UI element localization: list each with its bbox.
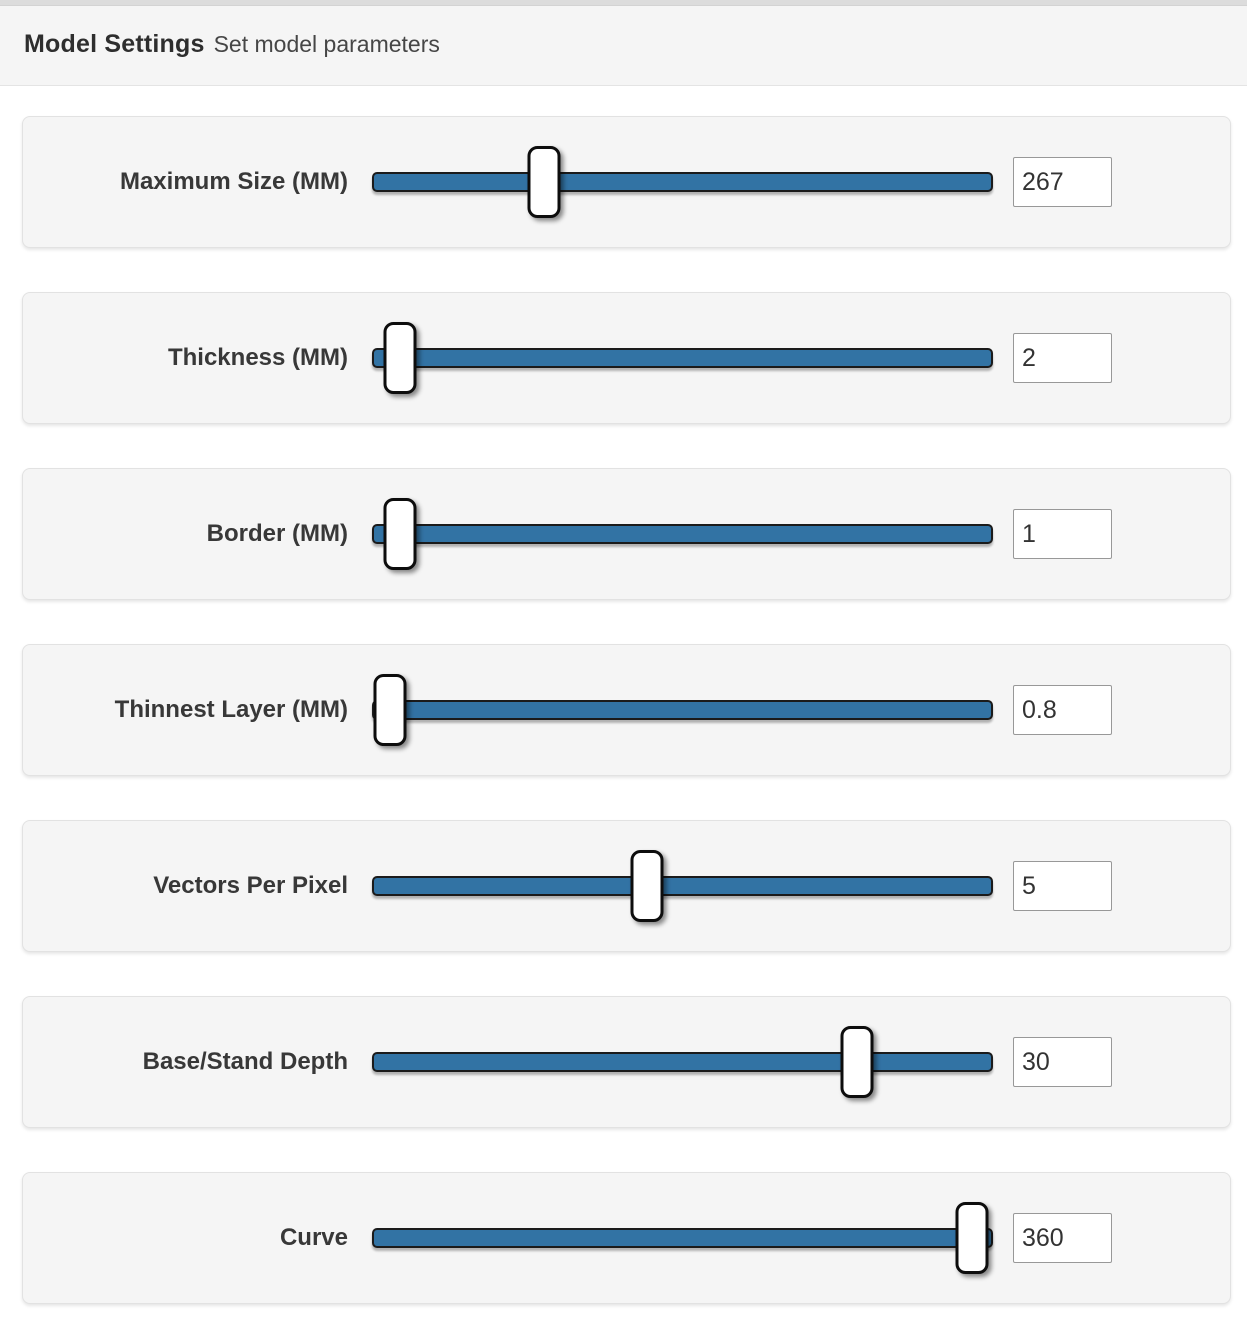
page-subtitle: Set model parameters: [213, 31, 440, 57]
slider-label: Curve: [279, 1224, 348, 1251]
window-top-strip: [0, 0, 1247, 6]
slider-track[interactable]: [372, 876, 993, 896]
slider-thumb[interactable]: [373, 674, 407, 746]
slider-card-maximum-size: Maximum Size (MM): [22, 116, 1231, 248]
slider-border: [372, 496, 993, 572]
slider-curve: [372, 1200, 993, 1276]
slider-track[interactable]: [372, 700, 993, 720]
slider-label: Maximum Size (MM): [119, 168, 348, 195]
slider-card-vectors-per-pixel: Vectors Per Pixel: [22, 820, 1231, 952]
slider-label: Thickness (MM): [167, 344, 348, 371]
slider-thumb[interactable]: [527, 146, 561, 218]
slider-base-stand-depth: [372, 1024, 993, 1100]
slider-value-input[interactable]: [1013, 333, 1112, 383]
slider-label: Base/Stand Depth: [142, 1048, 348, 1075]
slider-vectors-per-pixel: [372, 848, 993, 924]
slider-card-border: Border (MM): [22, 468, 1231, 600]
slider-label: Vectors Per Pixel: [153, 872, 348, 899]
slider-track[interactable]: [372, 524, 993, 544]
slider-thumb[interactable]: [383, 322, 417, 394]
slider-card-curve: Curve: [22, 1172, 1231, 1304]
slider-thumb[interactable]: [955, 1202, 989, 1274]
slider-maximum-size: [372, 144, 993, 220]
page-header: Model Settings Set model parameters: [0, 6, 1247, 86]
slider-label: Thinnest Layer (MM): [114, 696, 348, 723]
slider-thumb[interactable]: [383, 498, 417, 570]
slider-value-input[interactable]: [1013, 1037, 1112, 1087]
slider-label: Border (MM): [206, 520, 348, 547]
slider-card-thinnest-layer: Thinnest Layer (MM): [22, 644, 1231, 776]
page-title: Model Settings: [24, 30, 205, 58]
slider-value-input[interactable]: [1013, 861, 1112, 911]
slider-thickness: [372, 320, 993, 396]
slider-thumb[interactable]: [840, 1026, 874, 1098]
slider-track[interactable]: [372, 172, 993, 192]
slider-value-input[interactable]: [1013, 1213, 1112, 1263]
slider-track[interactable]: [372, 348, 993, 368]
slider-card-thickness: Thickness (MM): [22, 292, 1231, 424]
settings-panel: Maximum Size (MM) Thickness (MM) Border …: [0, 86, 1247, 1304]
slider-track[interactable]: [372, 1052, 993, 1072]
slider-value-input[interactable]: [1013, 509, 1112, 559]
slider-value-input[interactable]: [1013, 157, 1112, 207]
slider-thumb[interactable]: [630, 850, 664, 922]
slider-thinnest-layer: [372, 672, 993, 748]
slider-card-base-stand-depth: Base/Stand Depth: [22, 996, 1231, 1128]
slider-value-input[interactable]: [1013, 685, 1112, 735]
slider-track[interactable]: [372, 1228, 993, 1248]
